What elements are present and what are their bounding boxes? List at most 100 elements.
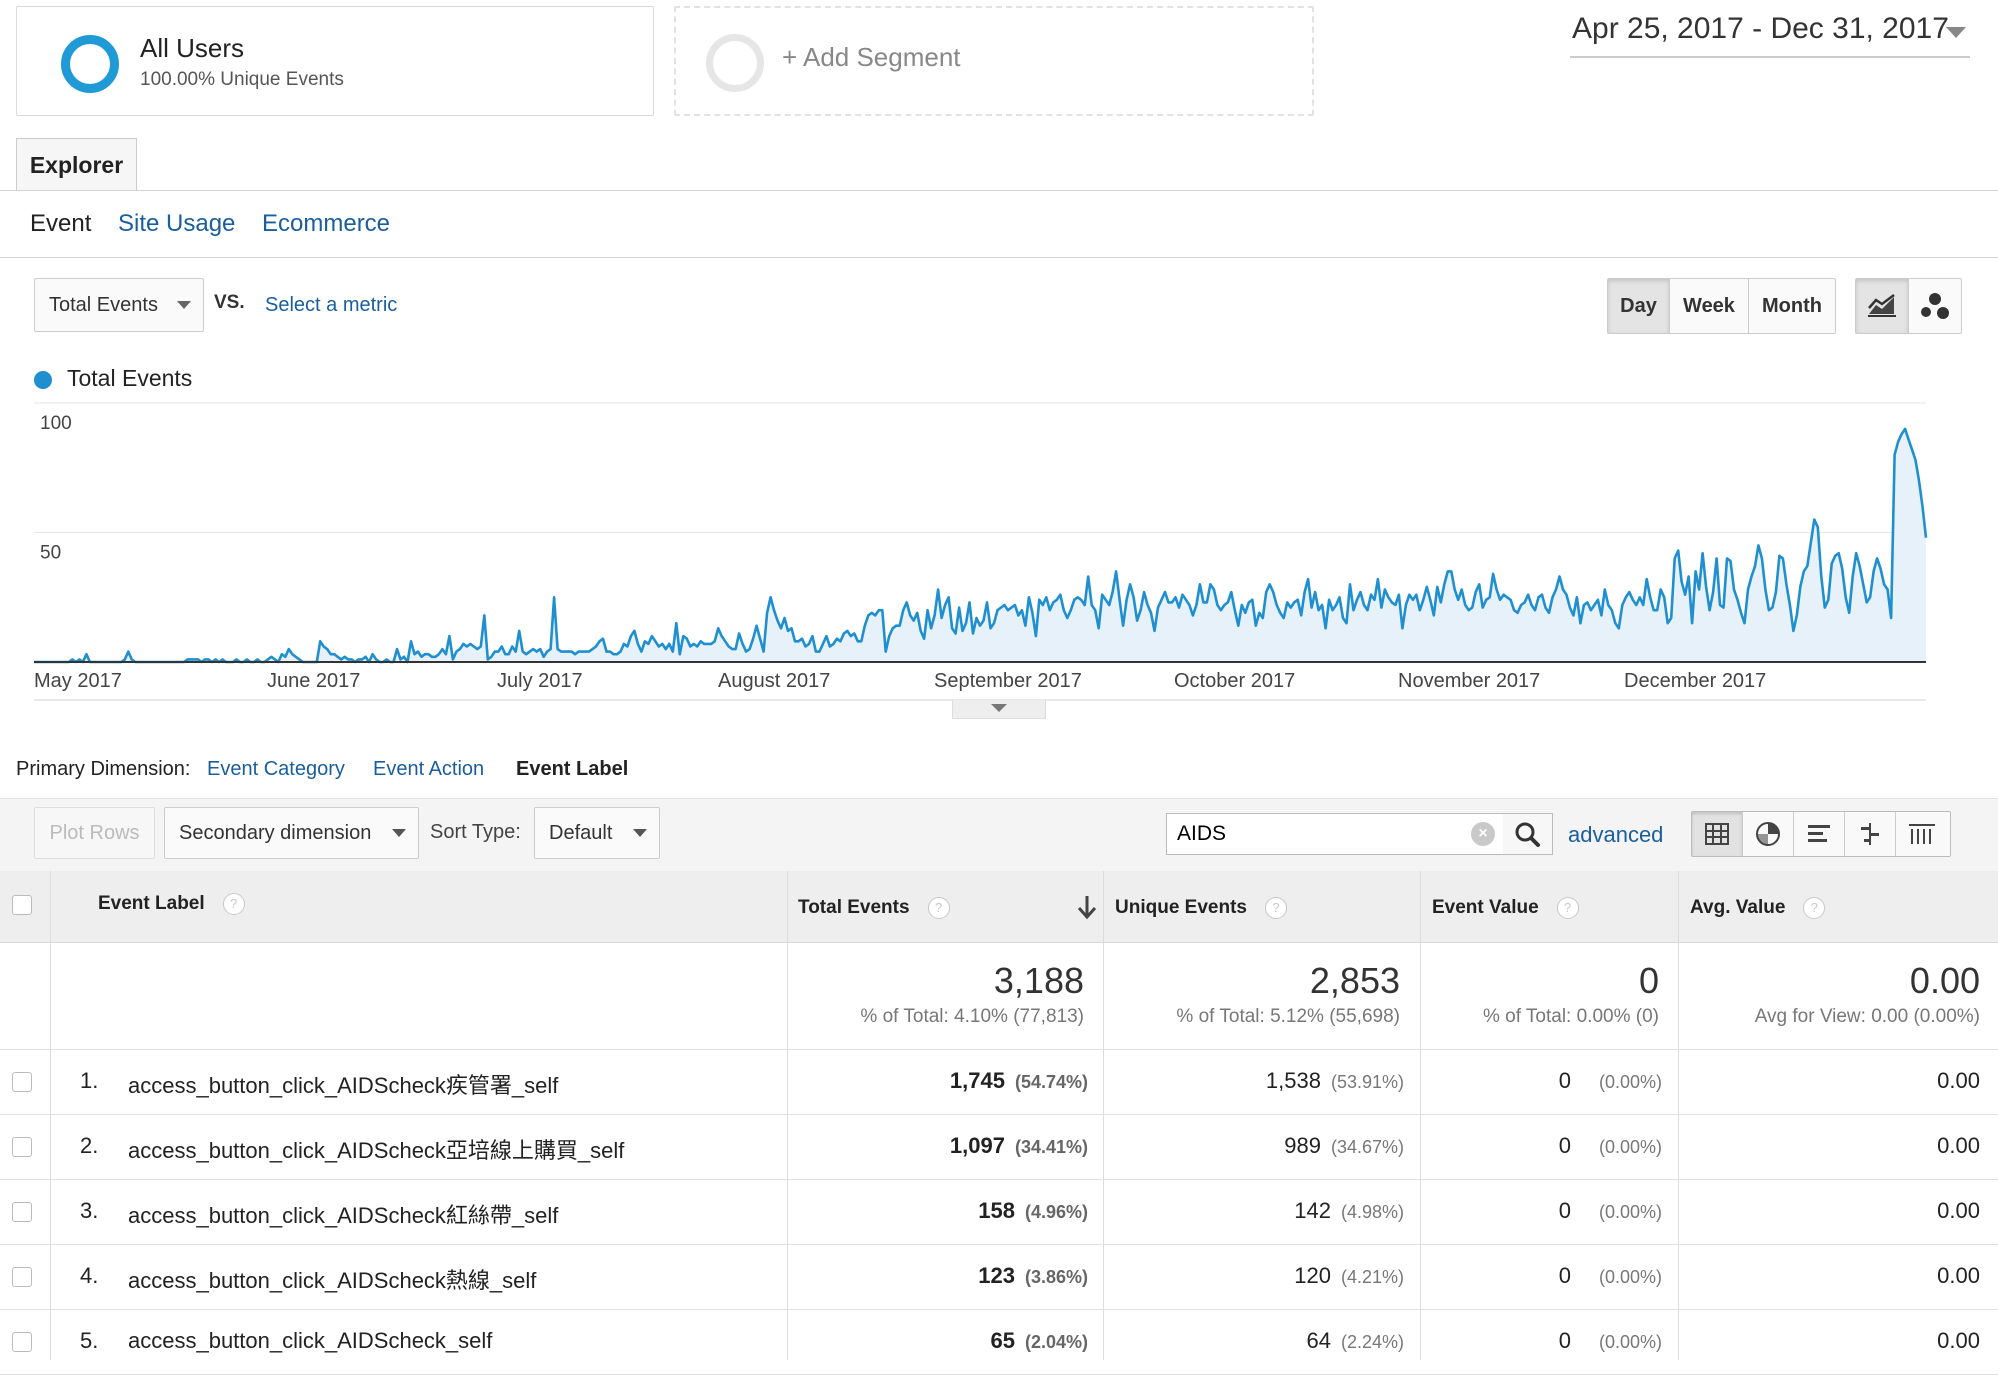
event-value-pct: (0.00%) xyxy=(1598,1072,1662,1092)
event-label-link[interactable]: access_button_click_AIDScheck熱線_self xyxy=(128,1268,537,1293)
chart-collapse-toggle[interactable] xyxy=(952,700,1046,719)
total-events-chart[interactable]: 50 100 May 2017 June 2017 July 2017 August 20… xyxy=(0,395,1998,725)
series-line-total-events[interactable] xyxy=(34,427,1928,664)
subtab-event[interactable]: Event xyxy=(30,210,92,237)
x-tick-label: May 2017 xyxy=(34,670,122,692)
unique-events-value: 1,538 xyxy=(1265,1068,1321,1093)
comparison-view-icon[interactable] xyxy=(1845,812,1896,856)
x-tick-label: November 2017 xyxy=(1398,670,1540,692)
table-filter-input[interactable] xyxy=(1167,814,1457,854)
event-value-value: 0 xyxy=(1558,1328,1571,1353)
segment-all-users[interactable]: All Users 100.00% Unique Events xyxy=(16,6,654,116)
clear-icon[interactable]: × xyxy=(1471,822,1495,846)
row-checkbox[interactable] xyxy=(12,1332,32,1352)
help-icon[interactable]: ? xyxy=(1264,897,1287,919)
unique-events-cell: 1,538 (53.91%) xyxy=(1266,1068,1404,1094)
primary-metric-select[interactable]: Total Events xyxy=(34,278,204,332)
add-segment-button[interactable]: + Add Segment xyxy=(674,6,1314,116)
legend-dot-icon xyxy=(34,371,52,389)
motion-chart-icon[interactable] xyxy=(1909,279,1962,333)
total-events-pct: (54.74%) xyxy=(1014,1072,1088,1092)
plot-rows-button[interactable]: Plot Rows xyxy=(34,807,155,859)
x-tick-label: July 2017 xyxy=(497,670,583,692)
avg-value-cell: 0.00 xyxy=(1937,1068,1980,1093)
date-range-text: Apr 25, 2017 - Dec 31, 2017 xyxy=(1572,12,1949,45)
chevron-down-icon xyxy=(633,829,647,837)
column-header-unique-events[interactable]: Unique Events? xyxy=(1115,897,1287,919)
unique-events-value: 64 xyxy=(1306,1328,1331,1353)
line-chart-icon[interactable] xyxy=(1856,279,1909,333)
search-button[interactable] xyxy=(1503,813,1553,855)
total-events-cell: 1,745 (54.74%) xyxy=(950,1068,1088,1094)
advanced-filter-link[interactable]: advanced xyxy=(1568,822,1664,847)
secondary-dimension-label: Secondary dimension xyxy=(179,822,372,844)
event-value-sum: 0 xyxy=(1638,960,1659,1001)
month-button[interactable]: Month xyxy=(1762,294,1822,317)
secondary-dimension-select[interactable]: Secondary dimension xyxy=(164,807,419,859)
pivot-view-icon[interactable] xyxy=(1896,812,1947,856)
sort-descending-icon[interactable] xyxy=(1076,894,1098,920)
event-value-cell: 0 (0.00%) xyxy=(1559,1068,1662,1094)
total-events-cell: 1,097 (34.41%) xyxy=(950,1133,1088,1159)
pie-chart-view-icon[interactable] xyxy=(1743,812,1794,856)
granularity-toggle: Day Week Month xyxy=(1607,278,1836,334)
row-divider xyxy=(0,1114,1998,1115)
unique-events-pct: (4.98%) xyxy=(1340,1202,1404,1222)
column-header-event-label[interactable]: Event Label? xyxy=(98,893,245,915)
avg-value-sum: 0.00 xyxy=(1909,960,1980,1001)
tab-explorer[interactable]: Explorer xyxy=(16,138,137,190)
event-value-pct: (0.00%) xyxy=(1598,1137,1662,1157)
table-filter-box xyxy=(1166,813,1504,855)
unique-events-cell: 64 (2.24%) xyxy=(1306,1328,1404,1354)
event-value-cell: 0 (0.00%) xyxy=(1559,1133,1662,1159)
event-value-cell: 0 (0.00%) xyxy=(1559,1263,1662,1289)
y-tick-label: 50 xyxy=(40,543,61,564)
event-label-link[interactable]: access_button_click_AIDScheck疾管署_self xyxy=(128,1073,559,1098)
help-icon[interactable]: ? xyxy=(927,897,950,919)
select-all-checkbox[interactable] xyxy=(12,895,32,915)
total-events-cell: 123 (3.86%) xyxy=(978,1263,1088,1289)
chevron-down-icon xyxy=(991,704,1007,712)
help-icon[interactable]: ? xyxy=(222,893,245,915)
row-checkbox[interactable] xyxy=(12,1267,32,1287)
chart-type-toggle xyxy=(1855,278,1962,334)
event-value-value: 0 xyxy=(1558,1263,1571,1288)
performance-view-icon[interactable] xyxy=(1794,812,1845,856)
unique-events-sum: 2,853 xyxy=(1309,960,1400,1001)
day-button[interactable]: Day xyxy=(1608,279,1670,333)
row-checkbox[interactable] xyxy=(12,1137,32,1157)
series-area xyxy=(34,428,1926,662)
subtab-site-usage[interactable]: Site Usage xyxy=(118,210,236,237)
subtab-ecommerce[interactable]: Ecommerce xyxy=(262,210,391,237)
table-header xyxy=(0,871,1998,943)
data-table-view-icon[interactable] xyxy=(1692,812,1743,856)
help-icon[interactable]: ? xyxy=(1556,897,1579,919)
dimension-event-label[interactable]: Event Label xyxy=(516,758,629,780)
unique-events-value: 142 xyxy=(1294,1198,1331,1223)
date-range-picker[interactable]: Apr 25, 2017 - Dec 31, 2017 xyxy=(1570,8,1970,58)
row-checkbox[interactable] xyxy=(12,1202,32,1222)
row-index: 5. xyxy=(80,1328,99,1353)
event-value-pct: (0.00%) xyxy=(1598,1332,1662,1352)
chevron-down-icon xyxy=(392,829,406,837)
sort-type-select[interactable]: Default xyxy=(534,807,660,859)
help-icon[interactable]: ? xyxy=(1803,897,1826,919)
event-value-pct: (0.00%) xyxy=(1598,1202,1662,1222)
column-header-total-events[interactable]: Total Events? xyxy=(798,897,950,919)
unique-events-pct: (4.21%) xyxy=(1340,1267,1404,1287)
unique-events-cell: 120 (4.21%) xyxy=(1294,1263,1404,1289)
week-button[interactable]: Week xyxy=(1670,279,1749,333)
total-events-pct: (34.41%) xyxy=(1014,1137,1088,1157)
dimension-event-category[interactable]: Event Category xyxy=(207,758,345,780)
column-header-event-value[interactable]: Event Value? xyxy=(1432,897,1579,919)
event-label-link[interactable]: access_button_click_AIDScheck紅絲帶_self xyxy=(128,1203,559,1228)
column-header-text: Event Value xyxy=(1432,897,1539,919)
event-label-link[interactable]: access_button_click_AIDScheck亞培線上購買_self xyxy=(128,1138,625,1163)
total-events-value: 65 xyxy=(990,1328,1015,1353)
select-metric-link[interactable]: Select a metric xyxy=(265,294,398,316)
row-checkbox[interactable] xyxy=(12,1072,32,1092)
column-header-avg-value[interactable]: Avg. Value? xyxy=(1690,897,1826,919)
event-label-link[interactable]: access_button_click_AIDScheck_self xyxy=(128,1328,493,1353)
dimension-event-action[interactable]: Event Action xyxy=(373,758,485,780)
row-divider xyxy=(0,1049,1998,1050)
